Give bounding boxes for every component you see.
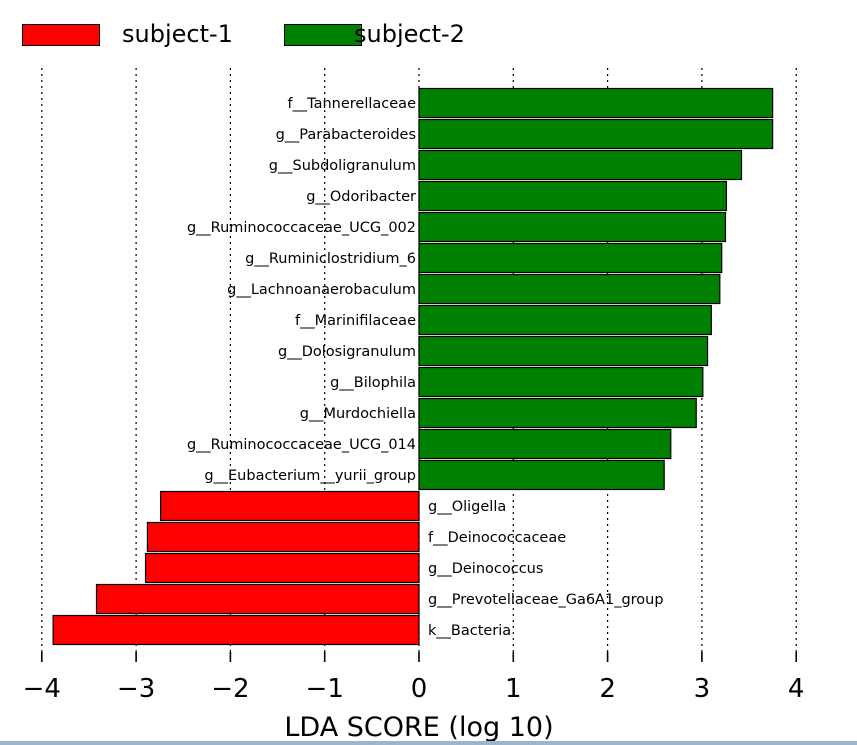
bar	[418, 428, 672, 460]
bar-label: k__Bacteria	[428, 623, 511, 639]
bar	[418, 273, 721, 305]
x-tick-label: −1	[306, 674, 344, 704]
legend-swatch-subject-2	[284, 24, 362, 46]
bar	[418, 366, 704, 398]
bar-label: f__Tannerellaceae	[288, 96, 417, 112]
bar	[146, 521, 420, 553]
bar-label: g__Prevotellaceae_Ga6A1_group	[428, 592, 664, 608]
bar	[418, 397, 697, 429]
bar-label: g__Deinococcus	[428, 561, 543, 577]
bar	[418, 242, 723, 274]
bar-label: f__Marinifilaceae	[295, 313, 416, 329]
bar-label: g__Oligella	[428, 499, 506, 515]
x-tick-label: 4	[788, 674, 805, 704]
x-tick-label: −3	[117, 674, 155, 704]
bar-label: g__Murdochiella	[300, 406, 416, 422]
legend-label-subject-1: subject-1	[122, 20, 233, 48]
bar	[418, 304, 712, 336]
x-tick-label: −4	[23, 674, 61, 704]
bar-label: g__Lachnoanaerobaculum	[227, 282, 416, 298]
legend-swatch-subject-1	[22, 24, 100, 46]
bar-label: g__Bilophila	[330, 375, 416, 391]
x-tick-label: 3	[694, 674, 711, 704]
x-tick-label: 1	[505, 674, 522, 704]
bar	[418, 211, 727, 243]
bar	[95, 583, 420, 615]
bar-label: g__Ruminiclostridium_6	[245, 251, 416, 267]
bar	[418, 459, 665, 491]
bar-label: g__Odoribacter	[306, 189, 416, 205]
bar	[418, 118, 774, 150]
bar	[418, 335, 709, 367]
bar	[144, 552, 420, 584]
x-tick-label: 2	[599, 674, 616, 704]
bar-label: g__Ruminococcaceae_UCG_002	[187, 220, 416, 236]
bar-label: g__Subdoligranulum	[269, 158, 416, 174]
bar-label: g__Dolosigranulum	[278, 344, 416, 360]
bar-label: g__Eubacterium__yurii_group	[204, 468, 416, 484]
bar-label: g__Ruminococcaceae_UCG_014	[187, 437, 416, 453]
bar-label: g__Parabacteroides	[276, 127, 416, 143]
bar	[418, 180, 728, 212]
bar	[160, 490, 420, 522]
bar-label: f__Deinococcaceae	[428, 530, 566, 546]
bar	[418, 87, 774, 119]
x-axis-label: LDA SCORE (log 10)	[284, 712, 553, 743]
x-tick-label: 0	[411, 674, 428, 704]
bar	[418, 149, 743, 181]
window-bottom-border	[0, 741, 857, 745]
bar	[52, 614, 420, 646]
legend-label-subject-2: subject-2	[354, 20, 465, 48]
x-tick-label: −2	[211, 674, 249, 704]
